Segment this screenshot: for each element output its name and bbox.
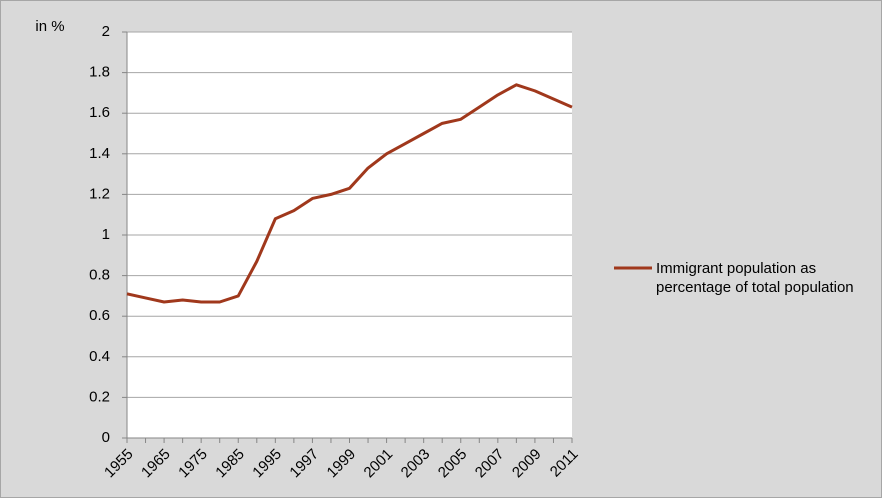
x-tick-label: 1997	[286, 446, 322, 482]
x-tick-label: 1975	[175, 446, 211, 482]
y-tick-label: 1	[102, 226, 110, 243]
x-tick-label: 2009	[509, 446, 545, 482]
y-tick-label: 0.4	[89, 348, 110, 365]
x-tick-label: 1999	[324, 446, 360, 482]
y-tick-label: 0.8	[89, 267, 110, 284]
x-tick-label: 2005	[435, 446, 471, 482]
x-tick-label: 1985	[212, 446, 248, 482]
x-tick-label: 2003	[398, 446, 434, 482]
y-tick-label: 1.8	[89, 64, 110, 81]
legend-label: Immigrant population as percentage of to…	[656, 260, 854, 296]
series-line	[126, 83, 573, 304]
y-tick-label: 0.2	[89, 388, 110, 405]
y-tick-label: 0	[102, 429, 110, 446]
y-axis-label: in %	[35, 18, 64, 35]
x-tick-label: 1965	[138, 446, 174, 482]
y-tick-label: 0.6	[89, 307, 110, 324]
x-tick-label: 2007	[472, 446, 508, 482]
y-tick-label: 1.6	[89, 104, 110, 121]
y-tick-label: 1.2	[89, 185, 110, 202]
x-tick-label: 1955	[101, 446, 137, 482]
y-tick-label: 1.4	[89, 145, 110, 162]
x-tick-label: 1995	[249, 446, 285, 482]
x-tick-label: 2001	[361, 446, 397, 482]
x-tick-label: 2011	[547, 446, 582, 481]
y-tick-label: 2	[102, 23, 110, 40]
